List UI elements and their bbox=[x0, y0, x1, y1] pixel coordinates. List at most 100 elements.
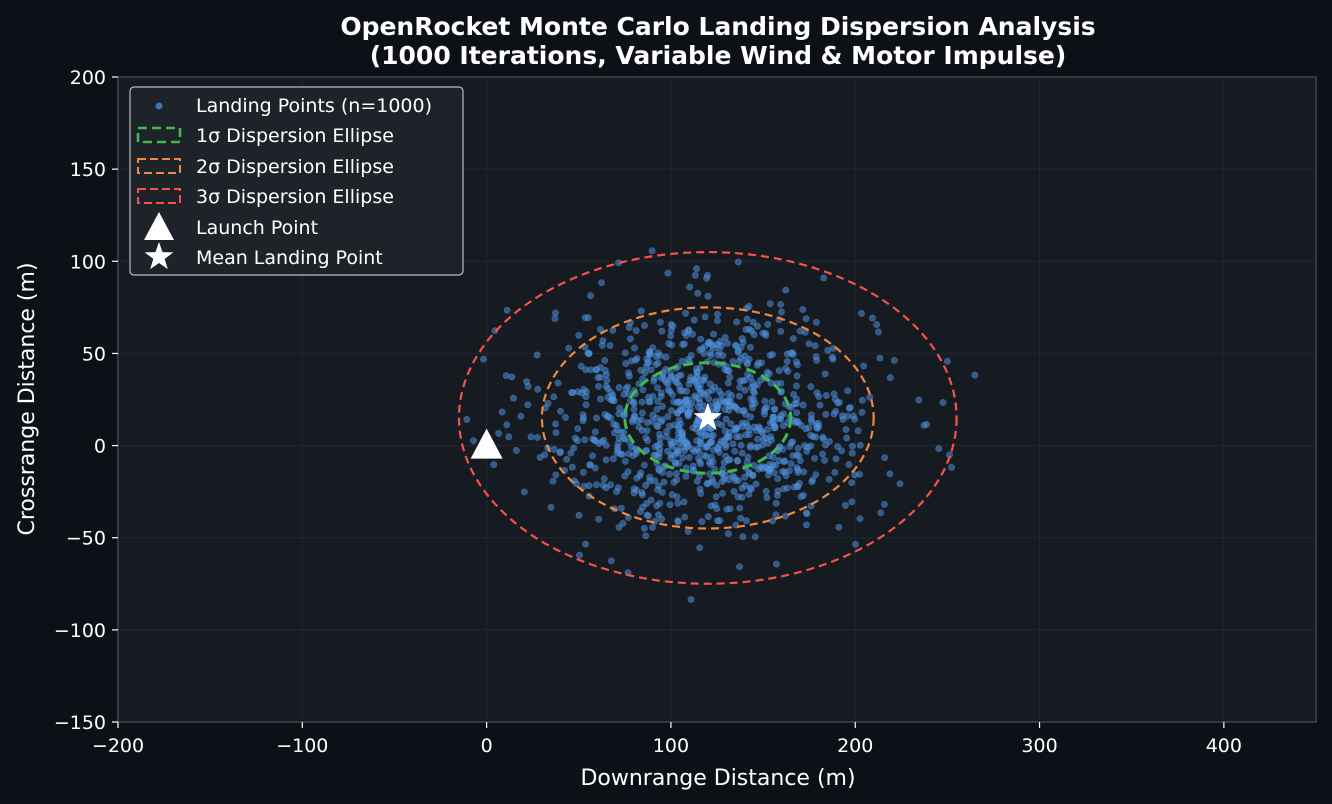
landing-point bbox=[575, 331, 583, 339]
landing-point bbox=[664, 380, 672, 388]
landing-point bbox=[874, 328, 882, 336]
landing-point bbox=[709, 431, 717, 439]
landing-point bbox=[721, 333, 729, 341]
landing-point bbox=[738, 449, 746, 457]
landing-point bbox=[630, 400, 638, 408]
landing-point bbox=[662, 353, 670, 361]
landing-point bbox=[592, 414, 600, 422]
landing-point bbox=[789, 438, 797, 446]
landing-point bbox=[851, 471, 859, 479]
landing-point bbox=[596, 395, 604, 403]
landing-point bbox=[701, 313, 709, 321]
landing-point bbox=[609, 455, 617, 463]
landing-point bbox=[649, 344, 657, 352]
landing-point bbox=[653, 421, 661, 429]
landing-point bbox=[554, 379, 562, 387]
landing-point bbox=[629, 416, 637, 424]
landing-point bbox=[845, 460, 853, 468]
landing-point bbox=[868, 314, 876, 322]
landing-point bbox=[743, 315, 751, 323]
landing-point bbox=[520, 488, 528, 496]
landing-point bbox=[602, 441, 610, 449]
landing-point bbox=[856, 515, 864, 523]
landing-point bbox=[856, 441, 864, 449]
landing-point bbox=[682, 472, 690, 480]
landing-point bbox=[831, 468, 839, 476]
landing-point bbox=[673, 493, 681, 501]
landing-point bbox=[718, 421, 726, 429]
landing-point bbox=[603, 376, 611, 384]
landing-point bbox=[794, 483, 802, 491]
landing-point bbox=[649, 411, 657, 419]
landing-point bbox=[750, 382, 758, 390]
landing-point bbox=[704, 292, 712, 300]
landing-point bbox=[587, 292, 595, 300]
landing-point bbox=[613, 488, 621, 496]
landing-point bbox=[734, 457, 742, 465]
landing-point bbox=[586, 461, 594, 469]
ellipse-2sigma bbox=[540, 306, 875, 530]
landing-point bbox=[793, 372, 801, 380]
landing-point bbox=[680, 340, 688, 348]
legend-marker-mean bbox=[144, 242, 174, 270]
landing-point bbox=[832, 455, 840, 463]
landing-point bbox=[783, 484, 791, 492]
landing-point bbox=[746, 484, 754, 492]
landing-point bbox=[704, 271, 712, 279]
landing-point bbox=[725, 401, 733, 409]
landing-point bbox=[524, 401, 532, 409]
landing-point bbox=[759, 329, 767, 337]
landing-point bbox=[784, 367, 792, 375]
landing-point bbox=[591, 428, 599, 436]
landing-point bbox=[630, 489, 638, 497]
landing-point bbox=[805, 424, 813, 432]
landing-point bbox=[552, 471, 560, 479]
landing-point bbox=[800, 468, 808, 476]
landing-point bbox=[668, 391, 676, 399]
landing-point bbox=[622, 360, 630, 368]
landing-point bbox=[619, 519, 627, 527]
landing-point bbox=[647, 366, 655, 374]
landing-point bbox=[799, 305, 807, 313]
landing-point bbox=[643, 419, 651, 427]
landing-point bbox=[711, 465, 719, 473]
landing-point bbox=[802, 315, 810, 323]
landing-point bbox=[746, 343, 754, 351]
landing-point bbox=[592, 366, 600, 374]
landing-point bbox=[851, 415, 859, 423]
landing-point bbox=[752, 480, 760, 488]
landing-point bbox=[734, 493, 742, 501]
landing-point bbox=[600, 436, 608, 444]
landing-point bbox=[502, 372, 510, 380]
landing-point bbox=[736, 504, 744, 512]
landing-point bbox=[724, 379, 732, 387]
markers bbox=[470, 402, 723, 459]
mean-landing-point-marker bbox=[693, 402, 723, 431]
landing-point bbox=[801, 442, 809, 450]
landing-point bbox=[890, 356, 898, 364]
landing-point bbox=[730, 474, 738, 482]
landing-point bbox=[615, 523, 623, 531]
legend-marker-launch bbox=[144, 212, 174, 240]
landing-point bbox=[508, 373, 516, 381]
legend-label-points: Landing Points (n=1000) bbox=[196, 95, 432, 117]
landing-point bbox=[835, 523, 843, 531]
landing-point bbox=[581, 436, 589, 444]
landing-point bbox=[498, 408, 506, 416]
landing-point bbox=[736, 383, 744, 391]
landing-point bbox=[662, 427, 670, 435]
landing-point bbox=[703, 480, 711, 488]
landing-point bbox=[594, 382, 602, 390]
landing-point bbox=[819, 435, 827, 443]
landing-point bbox=[696, 389, 704, 397]
landing-point bbox=[767, 436, 775, 444]
landing-point bbox=[877, 509, 885, 517]
landing-point bbox=[653, 405, 661, 413]
landing-point bbox=[573, 480, 581, 488]
landing-point bbox=[640, 321, 648, 329]
landing-point bbox=[550, 445, 558, 453]
landing-point bbox=[674, 499, 682, 507]
landing-point bbox=[761, 397, 769, 405]
landing-point bbox=[678, 357, 686, 365]
